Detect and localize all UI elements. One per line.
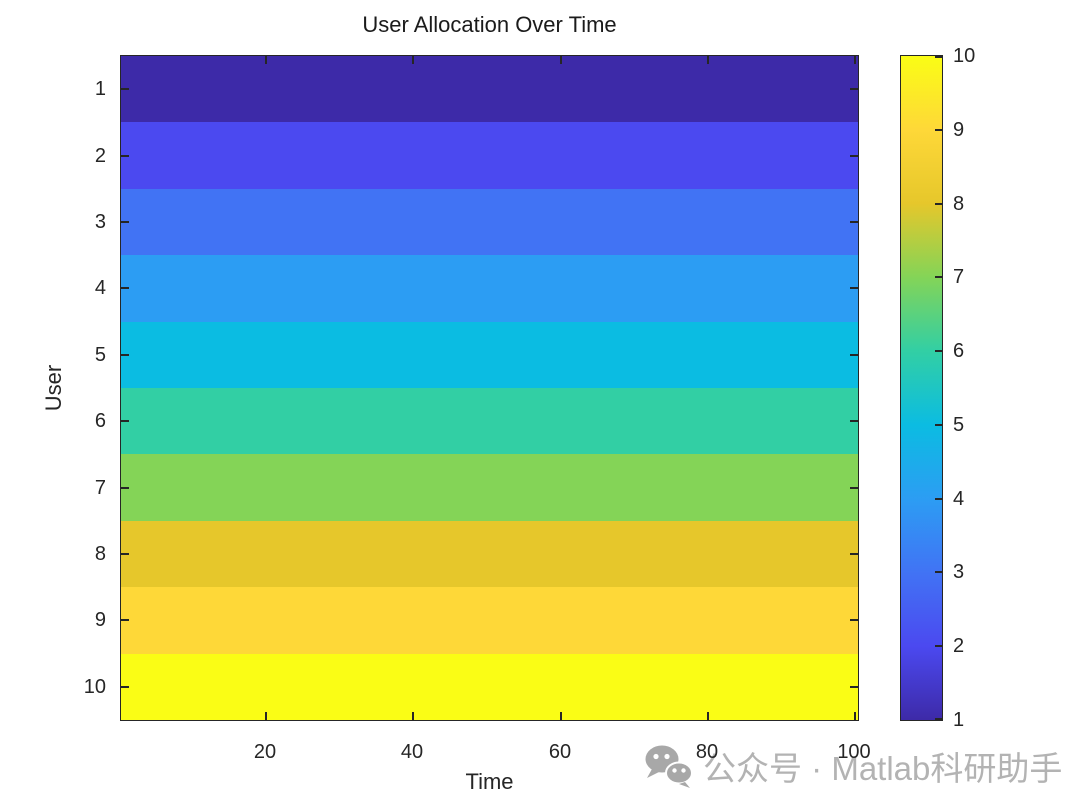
x-tick-label: 20 [253,741,277,763]
colorbar-tick [935,350,942,352]
colorbar-tick [935,571,942,573]
y-tick-label: 9 [94,609,106,631]
x-tick-top [412,56,414,64]
x-tick-label: 100 [837,741,871,763]
x-tick-label: 60 [548,741,572,763]
y-tick [121,221,129,223]
heatmap-plot-area [120,55,859,721]
y-tick [121,619,129,621]
x-tick-top [560,56,562,64]
y-tick-right [850,686,858,688]
y-tick [121,420,129,422]
colorbar-tick [935,718,942,720]
colorbar-tick-label: 6 [953,340,965,362]
x-tick-top [707,56,709,64]
y-tick-label: 5 [94,344,106,366]
y-tick-label: 1 [94,78,106,100]
colorbar-tick-label: 1 [953,709,965,731]
x-tick-top [265,56,267,64]
heatmap-row-user-7 [121,454,858,521]
heatmap-row-user-10 [121,653,858,721]
y-tick [121,354,129,356]
x-tick-label: 40 [400,741,424,763]
y-tick [121,155,129,157]
colorbar-tick [935,424,942,426]
heatmap-row-user-4 [121,255,858,322]
colorbar-tick-label: 5 [953,414,965,436]
colorbar-tick [935,203,942,205]
colorbar [900,55,943,721]
watermark: 公众号 · Matlab科研助手 [644,742,1062,790]
colorbar-tick-label: 8 [953,193,965,215]
heatmap-row-user-1 [121,56,858,123]
y-tick-label: 6 [94,410,106,432]
x-tick [707,712,709,720]
y-tick-right [850,619,858,621]
x-tick [412,712,414,720]
y-tick-right [850,553,858,555]
y-tick-label: 2 [94,145,106,167]
y-tick-right [850,221,858,223]
y-tick-right [850,420,858,422]
x-tick [265,712,267,720]
y-tick [121,553,129,555]
chart-title: User Allocation Over Time [362,12,617,37]
x-tick [560,712,562,720]
colorbar-tick-label: 10 [953,45,976,67]
y-tick [121,686,129,688]
y-axis-label: User [41,364,66,412]
heatmap-row-user-2 [121,122,858,189]
heatmap-row-user-3 [121,188,858,256]
y-tick [121,287,129,289]
colorbar-tick-label: 3 [953,561,965,583]
y-tick-right [850,487,858,489]
y-tick [121,88,129,90]
colorbar-tick-label: 2 [953,635,965,657]
heatmap-row-user-9 [121,587,858,654]
x-tick [854,712,856,720]
colorbar-tick [935,498,942,500]
y-tick-label: 8 [94,543,106,565]
colorbar-tick [935,129,942,131]
y-tick-right [850,155,858,157]
heatmap-row-user-5 [121,321,858,389]
y-tick-label: 4 [94,277,106,299]
y-tick-label: 10 [83,676,106,698]
colorbar-tick-label: 7 [953,266,965,288]
colorbar-tick-label: 4 [953,488,965,510]
colorbar-tick [935,645,942,647]
watermark-text: 公众号 · Matlab科研助手 [703,750,1063,787]
y-tick-right [850,88,858,90]
y-tick [121,487,129,489]
x-tick-top [854,56,856,64]
colorbar-tick [935,276,942,278]
y-tick-right [850,354,858,356]
heatmap-row-user-8 [121,520,858,588]
y-tick-label: 7 [94,477,106,499]
heatmap-row-user-6 [121,388,858,455]
colorbar-tick-label: 9 [953,119,965,141]
y-tick-right [850,287,858,289]
x-tick-label: 80 [695,741,719,763]
wechat-icon [644,744,696,788]
colorbar-tick [935,56,942,58]
x-axis-label: Time [465,769,514,794]
y-tick-label: 3 [94,211,106,233]
